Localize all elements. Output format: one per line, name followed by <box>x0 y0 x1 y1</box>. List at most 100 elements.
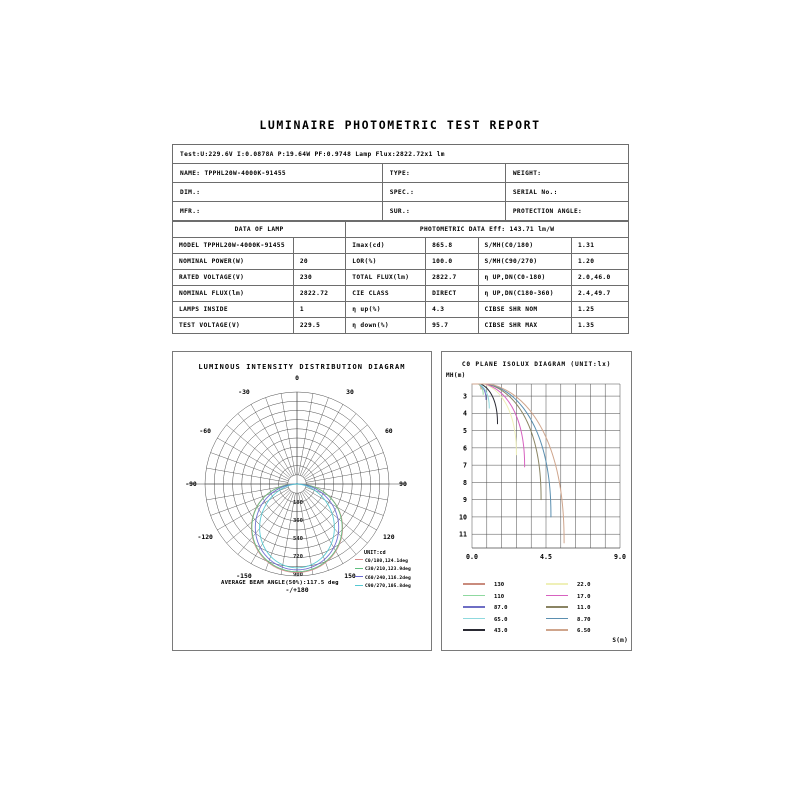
legend-item: C90/270,105.8deg <box>355 583 411 592</box>
field-dim: DIM.: <box>172 182 383 202</box>
cell-eta-down-label: η down(%) <box>345 317 427 334</box>
cell-lamps-inside-label: LAMPS INSIDE <box>172 301 294 318</box>
cell-imax-label: Imax(cd) <box>345 237 427 254</box>
cell-eta-updn-c0-180-label: η UP,DN(C0-180) <box>477 269 572 286</box>
field-label: SERIAL No.: <box>512 188 558 196</box>
legend-swatch-43 <box>463 629 485 631</box>
legend-label: 11.0 <box>577 605 591 611</box>
svg-text:9.0: 9.0 <box>614 553 626 561</box>
header-data-of-lamp: DATA OF LAMP <box>171 221 347 238</box>
legend-item: 87.0 <box>456 603 539 615</box>
svg-text:180: 180 <box>293 500 304 506</box>
legend-item: C0/180,124.1deg <box>355 558 411 567</box>
svg-text:120: 120 <box>383 533 395 541</box>
polar-unit-label: UNIT:cd <box>364 550 386 556</box>
svg-text:540: 540 <box>293 536 304 542</box>
identification-table: Test:U:229.6V I:0.0878A P:19.64W PF:0.97… <box>172 144 630 221</box>
cell-smh-c90-270-value: 1.20 <box>570 253 630 270</box>
legend-label: 110 <box>494 593 505 600</box>
average-beam-angle-text: AVERAGE BEAM ANGLE(50%):117.5 deg <box>221 580 339 586</box>
svg-text:4: 4 <box>463 410 467 418</box>
legend-swatch-87 <box>463 606 485 608</box>
field-mfr: MFR.: <box>172 201 383 221</box>
svg-text:150: 150 <box>344 572 356 580</box>
cell-smh-c0-180-value: 1.31 <box>570 237 630 254</box>
legend-label: C0/180,124.1deg <box>365 558 408 564</box>
svg-text:900: 900 <box>293 572 304 578</box>
cell-cie-class-value: DIRECT <box>425 285 479 302</box>
legend-swatch-65 <box>463 617 485 620</box>
legend-label: 22.0 <box>577 582 591 588</box>
table-row: NAME: TPPHL20W-4000K-91455 TYPE: WEIGHT: <box>172 163 630 183</box>
cell-imax-value: 865.8 <box>425 237 479 254</box>
legend-item: 43.0 <box>456 626 539 638</box>
legend-item: 6.50 <box>539 626 622 638</box>
svg-text:360: 360 <box>293 518 304 524</box>
svg-text:10: 10 <box>459 513 467 521</box>
svg-text:0: 0 <box>295 374 299 382</box>
isolux-x-axis-label: S(m) <box>612 637 628 644</box>
cell-smh-c0-180-label: S/MH(C0/180) <box>477 237 572 254</box>
cell-cibse-shr-max-value: 1.35 <box>570 317 630 334</box>
table-header-row: DATA OF LAMP PHOTOMETRIC DATA Eff: 143.7… <box>171 221 629 238</box>
table-row: RATED VOLTAGE(V) 230 TOTAL FLUX(lm) 2822… <box>172 269 630 286</box>
legend-item: 11.0 <box>539 603 622 615</box>
field-label: DIM.: <box>180 188 201 196</box>
cell-eta-down-value: 95.7 <box>425 317 479 334</box>
table-row: MFR.: SUR.: PROTECTION ANGLE: <box>172 201 630 221</box>
field-label: MFR.: <box>180 207 201 215</box>
svg-text:-60: -60 <box>199 427 211 435</box>
polar-legend: UNIT:cd C0/180,124.1deg C30/210,123.9deg… <box>355 549 411 592</box>
field-weight: WEIGHT: <box>504 163 630 183</box>
legend-item: 22.0 <box>539 580 622 592</box>
table-row: NOMINAL POWER(W) 20 LOR(%) 100.0 S/MH(C9… <box>172 253 630 270</box>
cell-lor-value: 100.0 <box>425 253 479 270</box>
legend-swatch-c60-240 <box>355 576 363 578</box>
svg-text:-120: -120 <box>198 533 214 541</box>
cell-smh-c90-270-label: S/MH(C90/270) <box>477 253 572 270</box>
field-label: SPEC.: <box>389 188 415 196</box>
table-row: MODEL TPPHL20W-4000K-91455 Imax(cd) 865.… <box>172 237 630 254</box>
legend-label: C60/240,116.2deg <box>365 575 411 581</box>
svg-text:8: 8 <box>463 479 467 487</box>
luminous-intensity-panel: LUMINOUS INTENSITY DISTRIBUTION DIAGRAM … <box>172 351 432 651</box>
table-row: DIM.: SPEC.: SERIAL No.: <box>172 182 630 202</box>
legend-item: 17.0 <box>539 592 622 604</box>
legend-item: 65.0 <box>456 615 539 627</box>
legend-swatch-130 <box>463 583 485 585</box>
isolux-panel: C0 PLANE ISOLUX DIAGRAM (UNIT:lx) MH(m) … <box>441 351 632 651</box>
cell-eta-up-value: 4.3 <box>425 301 479 318</box>
legend-label: 6.50 <box>577 628 591 634</box>
page-title: LUMINAIRE PHOTOMETRIC TEST REPORT <box>259 118 541 132</box>
isolux-legend-column-right: 22.0 17.0 11.0 8.70 6.50 <box>539 580 622 638</box>
field-label: NAME: <box>180 169 201 177</box>
field-label: WEIGHT: <box>512 169 542 177</box>
legend-item: C60/240,116.2deg <box>355 575 411 584</box>
isolux-y-axis-label: MH(m) <box>446 372 466 379</box>
cell-model: MODEL TPPHL20W-4000K-91455 <box>172 237 294 254</box>
cell-eta-up-label: η up(%) <box>345 301 427 318</box>
cell-eta-updn-c180-360-label: η UP,DN(C180-360) <box>477 285 572 302</box>
cell-lamps-inside-value: 1 <box>292 301 347 318</box>
legend-item: 130 <box>456 580 539 592</box>
field-type: TYPE: <box>381 163 506 183</box>
legend-label: 17.0 <box>577 593 591 600</box>
svg-text:30: 30 <box>346 388 354 396</box>
cell-nominal-power-value: 20 <box>292 253 347 270</box>
svg-text:6: 6 <box>463 444 467 452</box>
polar-chart-title: LUMINOUS INTENSITY DISTRIBUTION DIAGRAM <box>198 363 406 371</box>
isolux-chart-title: C0 PLANE ISOLUX DIAGRAM (UNIT:lx) <box>461 361 612 368</box>
legend-label: C30/210,123.9deg <box>365 567 411 573</box>
table-row: LAMPS INSIDE 1 η up(%) 4.3 CIBSE SHR NOM… <box>172 301 630 318</box>
legend-item: 8.70 <box>539 615 622 627</box>
cell-rated-voltage-value: 230 <box>292 269 347 286</box>
field-value: TPPHL20W-4000K-91455 <box>204 169 286 177</box>
legend-swatch-c90-270 <box>355 584 363 586</box>
photometric-data-table: DATA OF LAMP PHOTOMETRIC DATA Eff: 143.7… <box>171 221 630 334</box>
legend-swatch-c30-210 <box>355 567 363 569</box>
svg-text:90: 90 <box>399 480 407 488</box>
svg-text:9: 9 <box>463 496 467 504</box>
svg-text:-150: -150 <box>236 572 252 580</box>
cell-cibse-shr-nom-label: CIBSE SHR NOM <box>477 301 572 318</box>
